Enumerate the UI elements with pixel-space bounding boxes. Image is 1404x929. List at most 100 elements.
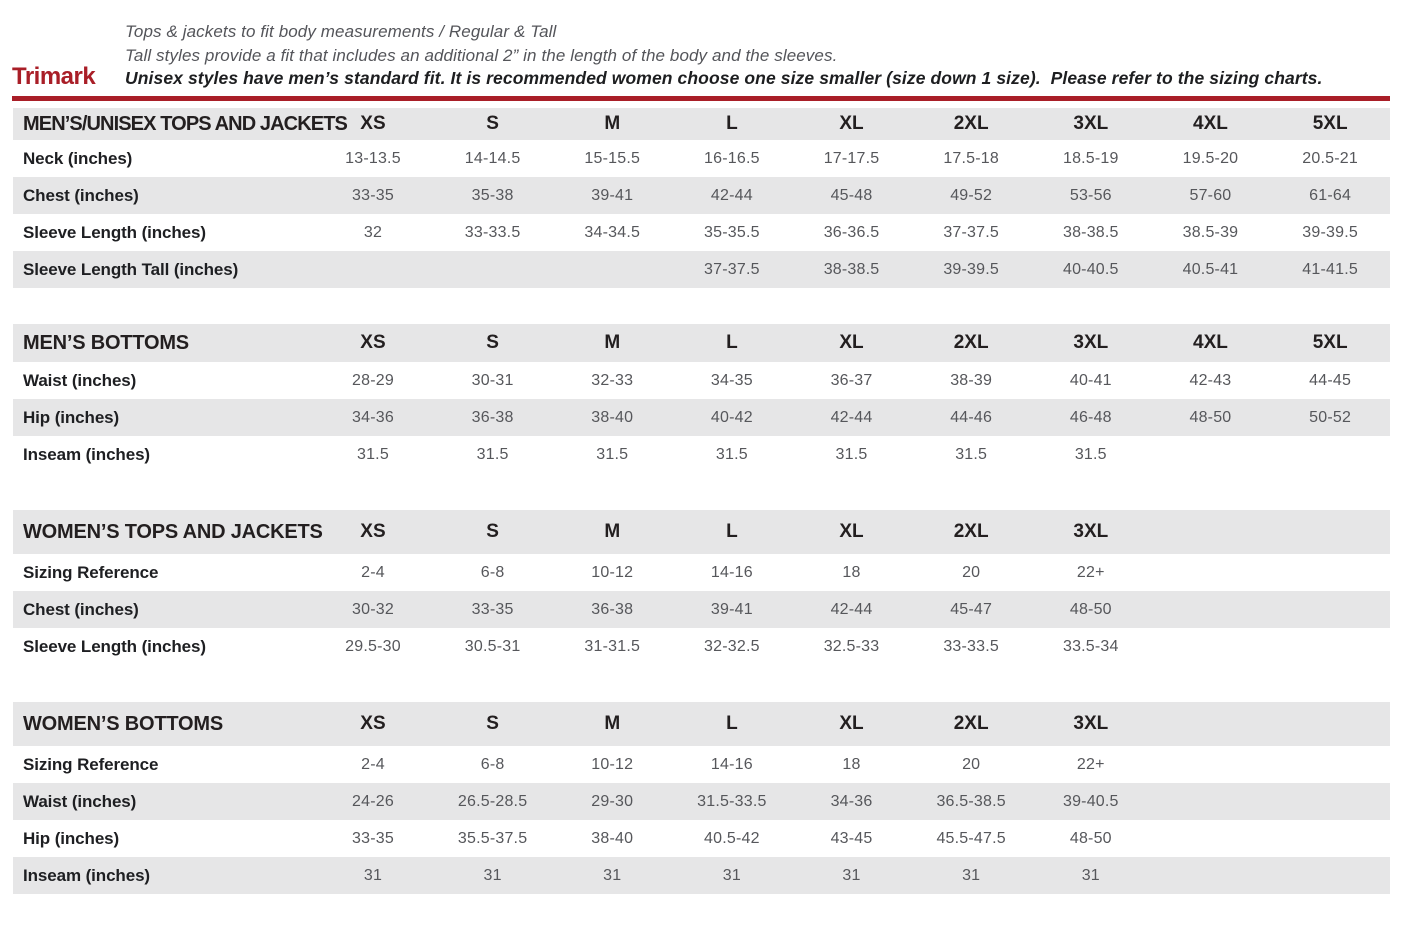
size-value-cell [1151, 746, 1271, 783]
size-column-header: 2XL [911, 324, 1031, 362]
size-column-header: 5XL [1270, 108, 1390, 140]
size-value-cell: 31-31.5 [584, 637, 641, 655]
size-value-cell: 35.5-37.5 [457, 829, 528, 847]
size-column-header [1270, 510, 1390, 554]
size-value-cell: 31.5 [835, 445, 868, 463]
size-value-cell: 40-41 [1069, 371, 1112, 389]
size-value-cell: 31.5 [955, 445, 988, 463]
note-tall-fit: Tall styles provide a fit that includes … [125, 45, 838, 65]
row-label: Inseam (inches) [13, 857, 314, 894]
size-column-header: 2XL [911, 510, 1031, 554]
table-row: Hip (inches) 33-35 35.5-37.5 38-40 40.5-42 43… [13, 820, 1390, 857]
size-value-cell [1270, 820, 1390, 857]
size-value-cell: 43-45 [830, 829, 873, 847]
size-value-cell: 10-12 [591, 755, 634, 773]
table-row: Chest (inches) 30-32 33-35 36-38 39-41 42-44 4… [13, 591, 1390, 628]
size-column-header: 4XL [1150, 324, 1271, 362]
size-column-header: M [552, 702, 673, 746]
size-value-cell: 37-37.5 [943, 223, 999, 241]
size-value-cell: 30-31 [471, 371, 514, 389]
size-value-cell: 38-39 [950, 371, 993, 389]
size-value-cell: 45-47 [911, 591, 1031, 628]
size-value-cell: 31 [911, 857, 1031, 894]
mens-bottoms-table: MEN’S BOTTOMS XS S M L XL 2XL 3XL 4XL 5XL Waist (i… [13, 324, 1390, 473]
size-value-cell: 36-36.5 [823, 223, 880, 241]
size-value-cell: 48-50 [1030, 591, 1151, 628]
size-value-cell: 35-35.5 [704, 223, 760, 241]
size-column-header [1150, 702, 1271, 746]
row-label: Hip (inches) [13, 399, 314, 436]
table-row: Neck (inches) 13-13.5 14-14.5 15-15.5 16-16.… [13, 140, 1390, 177]
size-value-cell: 28-29 [352, 371, 394, 389]
size-column-header: S [432, 324, 553, 362]
size-value-cell [1270, 591, 1390, 628]
size-value-cell: 6-8 [480, 755, 505, 773]
row-label: Chest (inches) [13, 177, 314, 214]
size-value-cell [1270, 628, 1390, 665]
size-value-cell: 14-16 [710, 563, 753, 581]
size-value-cell: 31 [552, 857, 673, 894]
size-column-header: 3XL [1030, 702, 1151, 746]
table-header-row: MEN’S BOTTOMS XS S M L XL 2XL 3XL 4XL 5XL [13, 324, 1390, 362]
size-value-cell: 35-38 [432, 177, 553, 214]
size-value-cell [1270, 746, 1390, 783]
size-value-cell: 48-50 [1069, 829, 1112, 847]
size-value-cell: 57-60 [1150, 177, 1271, 214]
size-tables-container: MEN’S/UNISEX TOPS AND JACKETS XS S M L XL 2XL 3… [13, 108, 1391, 894]
size-value-cell: 38-38.5 [1062, 223, 1119, 241]
size-value-cell: 38.5-39 [1182, 223, 1239, 241]
size-value-cell: 18.5-19 [1062, 149, 1119, 167]
size-column-header: 3XL [1030, 324, 1151, 362]
size-column-header: XS [313, 702, 433, 746]
size-value-cell: 46-48 [1030, 399, 1151, 436]
size-value-cell: 32.5-33 [823, 637, 880, 655]
table-title: MEN’S/UNISEX TOPS AND JACKETS [13, 108, 348, 140]
size-value-cell: 42-43 [1189, 371, 1232, 389]
size-value-cell: 2-4 [361, 755, 385, 773]
size-value-cell: 50-52 [1270, 399, 1390, 436]
table-title: WOMEN’S TOPS AND JACKETS [13, 510, 323, 554]
size-value-cell: 6-8 [480, 563, 505, 581]
size-value-cell: 14-16 [710, 755, 753, 773]
row-label: Sizing Reference [23, 562, 159, 582]
note-unisex-fit: Unisex styles have men’s standard fit. I… [125, 68, 1323, 88]
size-value-cell [552, 251, 673, 288]
size-value-cell: 34-35 [710, 371, 753, 389]
size-value-cell: 20 [962, 563, 981, 581]
size-value-cell: 42-44 [791, 399, 912, 436]
womens-bottoms-table: WOMEN’S BOTTOMS XS S M L XL 2XL 3XL Sizing Refer… [13, 702, 1390, 894]
size-column-header: 2XL [911, 108, 1031, 140]
size-value-cell: 45-48 [791, 177, 912, 214]
red-divider-rule [12, 96, 1390, 101]
size-value-cell [432, 251, 553, 288]
size-value-cell: 34-36 [313, 399, 433, 436]
size-column-header: 3XL [1030, 108, 1151, 140]
size-column-header: XL [791, 510, 912, 554]
size-value-cell: 33-33.5 [464, 223, 521, 241]
size-column-header: XS [313, 108, 433, 140]
size-value-cell: 19.5-20 [1182, 149, 1239, 167]
size-value-cell: 44-46 [911, 399, 1031, 436]
size-value-cell: 44-45 [1309, 371, 1352, 389]
size-column-header: XS [313, 324, 433, 362]
size-value-cell: 10-12 [591, 563, 634, 581]
size-column-header [1150, 510, 1271, 554]
size-value-cell: 33-33.5 [943, 637, 999, 655]
size-value-cell: 31.5-33.5 [672, 783, 792, 820]
size-value-cell [1270, 436, 1390, 473]
size-value-cell: 31 [791, 857, 912, 894]
size-value-cell: 31.5 [476, 445, 509, 463]
size-value-cell: 30-32 [313, 591, 433, 628]
size-value-cell: 31.5 [715, 445, 748, 463]
size-value-cell [1151, 554, 1271, 591]
size-column-header: XL [791, 108, 912, 140]
size-value-cell [1150, 857, 1271, 894]
size-value-cell: 22+ [1076, 755, 1105, 773]
size-value-cell: 32 [363, 223, 383, 241]
note-regular-tall: Tops & jackets to fit body measurements … [125, 22, 557, 41]
table-row: Sleeve Length Tall (inches) 37-37.5 38-38.… [13, 251, 1390, 288]
row-label: Sleeve Length (inches) [23, 222, 206, 242]
womens-tops-table: WOMEN’S TOPS AND JACKETS XS S M L XL 2XL 3XL Siz… [13, 510, 1390, 665]
size-value-cell: 14-14.5 [464, 149, 521, 167]
